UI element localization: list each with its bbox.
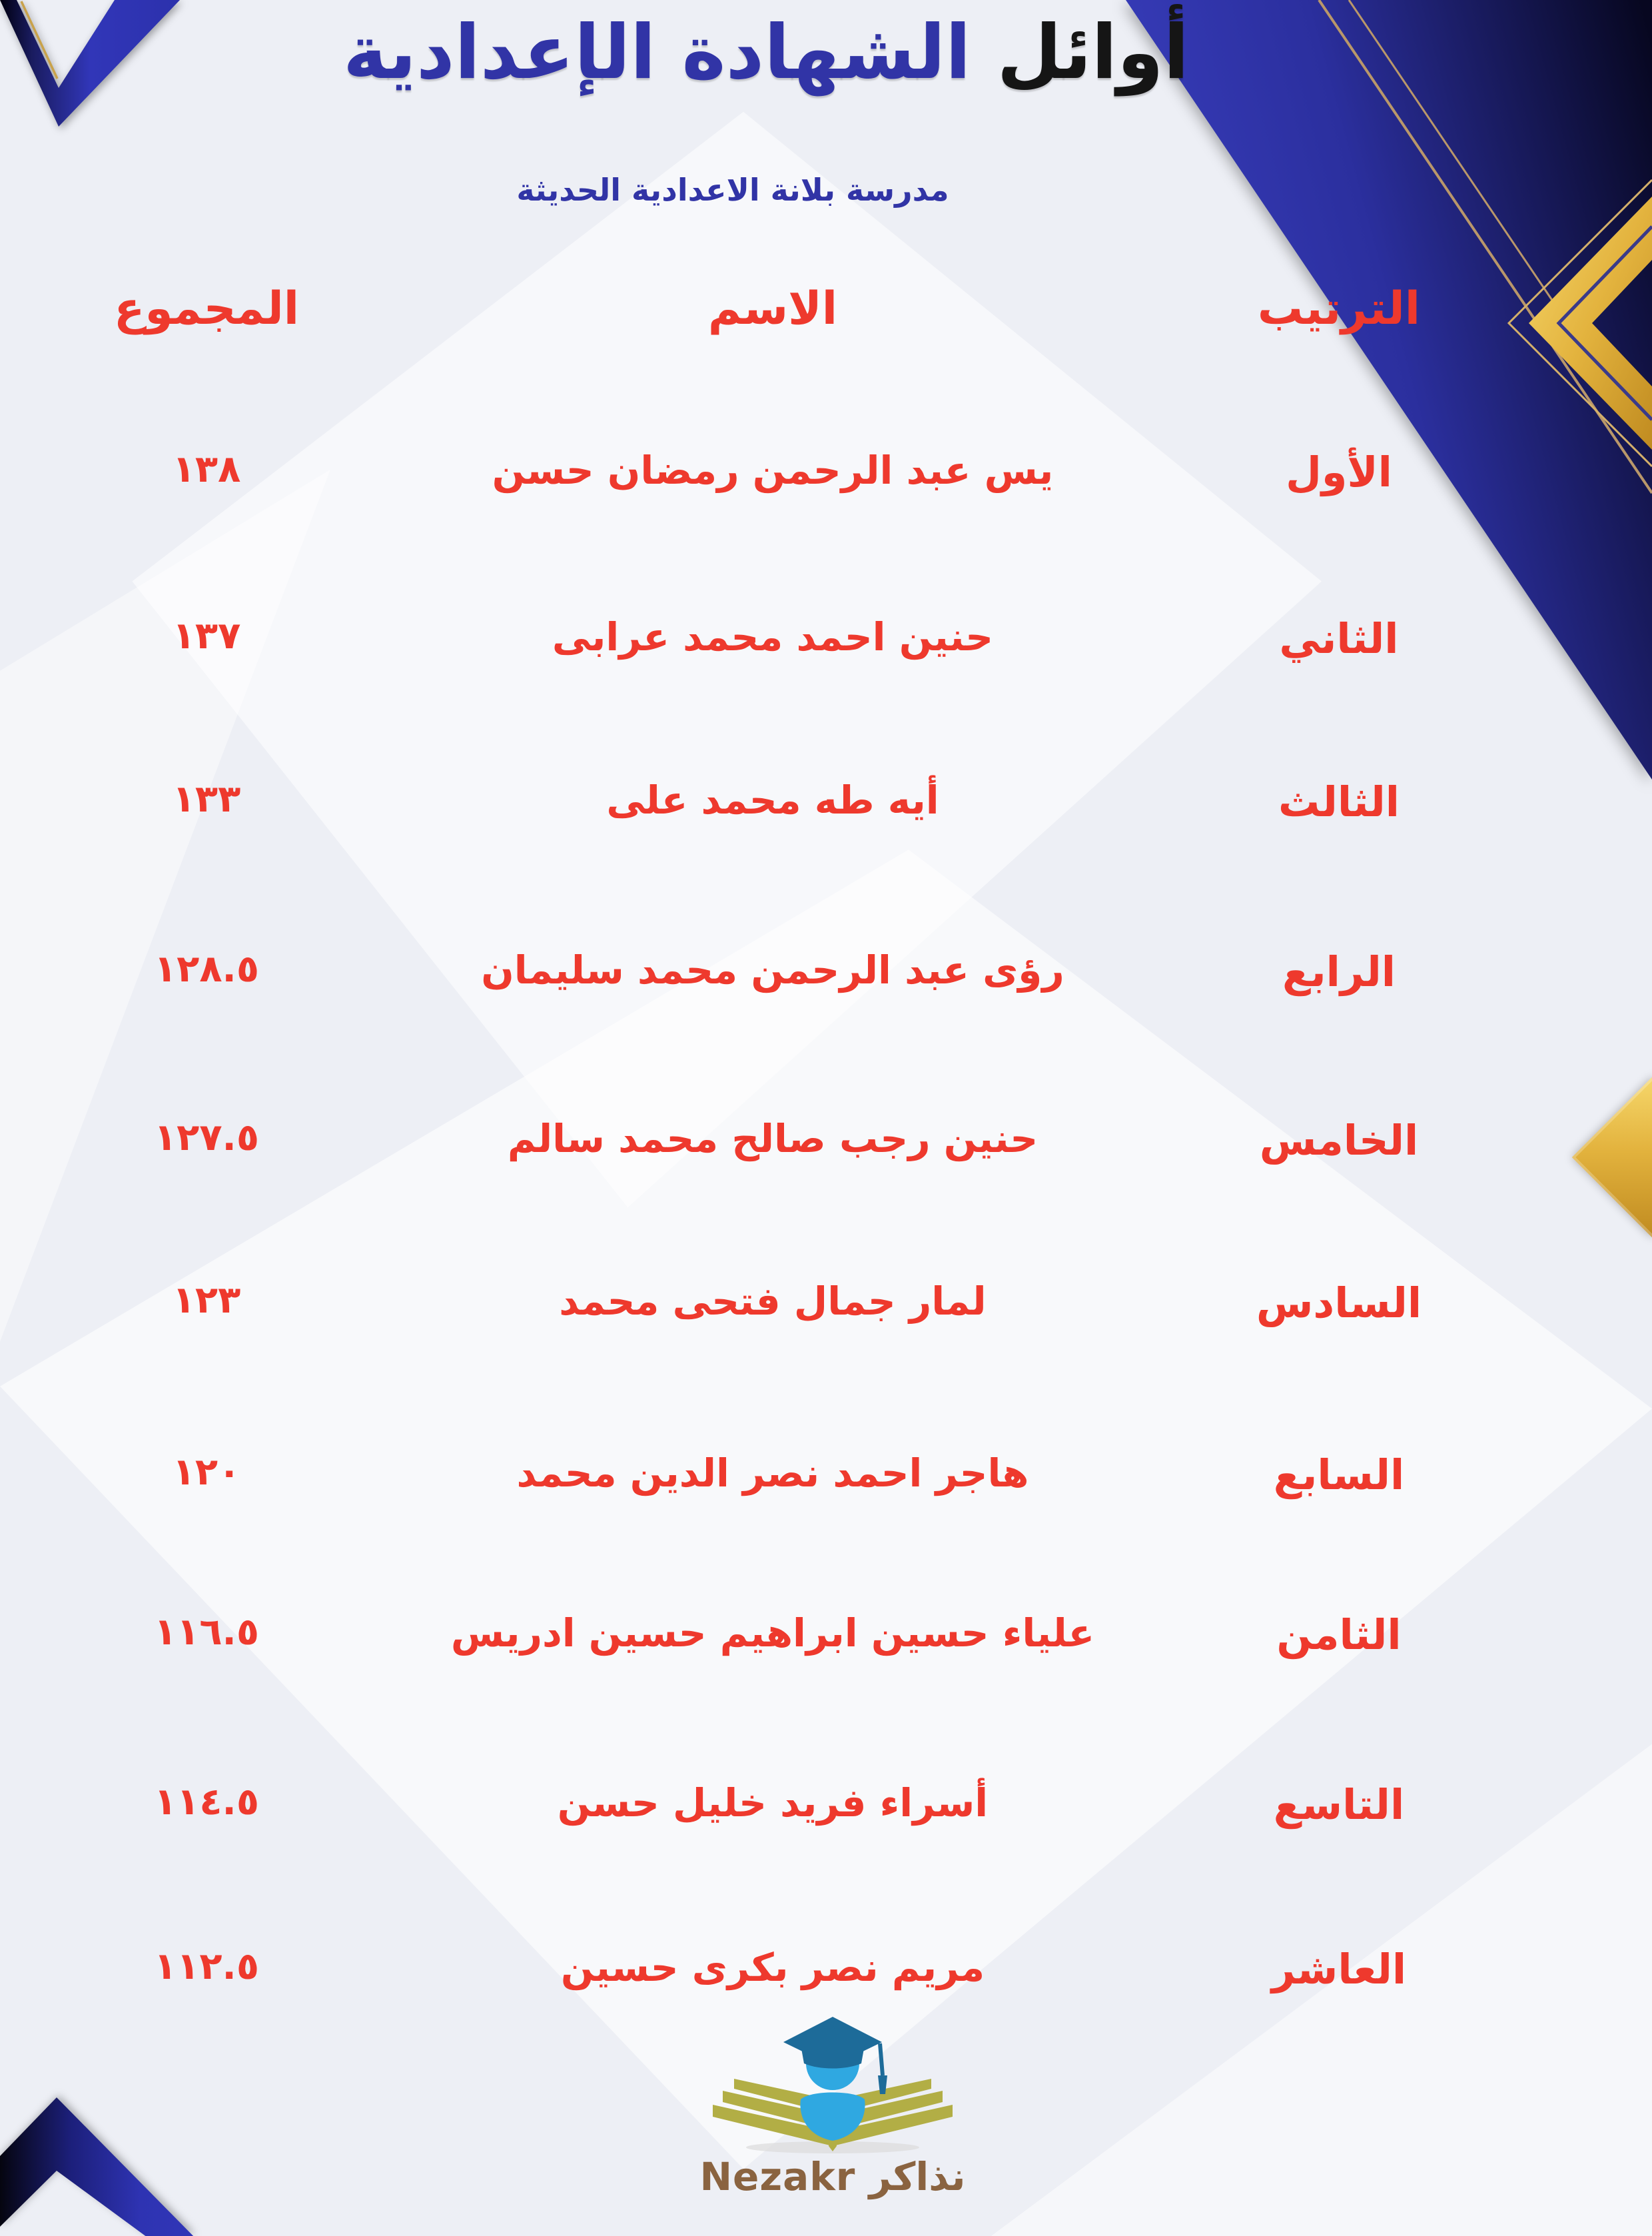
- name-cell: هاجر احمد نصر الدين محمد: [516, 1450, 1029, 1496]
- nezakr-logo: نذاكر Nezakr: [666, 1989, 999, 2199]
- rank-cell: الثالث: [1278, 778, 1400, 826]
- table-row: الثالث أيه طه محمد على ١٣٣: [0, 778, 1652, 844]
- header-rank: الترتيب: [1257, 282, 1421, 335]
- title-word-awael: أوائل: [997, 9, 1190, 96]
- gold-line-accent: [1318, 0, 1652, 494]
- rank-cell: التاسع: [1273, 1780, 1405, 1829]
- logo-graphic: [713, 2017, 953, 2153]
- name-cell: أيه طه محمد على: [606, 778, 939, 823]
- table-row: العاشر مريم نصر بكرى حسين ١١٢.٥: [0, 1945, 1652, 2011]
- total-cell: ١١٦.٥: [154, 1610, 259, 1654]
- name-cell: حنين رجب صالح محمد سالم: [507, 1116, 1038, 1161]
- total-cell: ١٢٧.٥: [154, 1116, 259, 1159]
- rank-cell: الثاني: [1279, 614, 1399, 663]
- page-title: أوائل الشهادة الإعدادية: [200, 9, 1332, 96]
- header-name: الاسم: [707, 282, 838, 335]
- rank-cell: السابع: [1273, 1450, 1405, 1499]
- total-cell: ١١٢.٥: [154, 1945, 259, 1988]
- table-row: الثامن علياء حسين ابراهيم حسين ادريس ١١٦…: [0, 1610, 1652, 1677]
- logo-wordmark: نذاكر Nezakr: [699, 2154, 966, 2199]
- rank-cell: السادس: [1256, 1279, 1422, 1327]
- rank-cell: الثامن: [1276, 1610, 1402, 1659]
- total-cell: ١٣٨: [172, 448, 241, 491]
- rank-cell: الرابع: [1282, 947, 1396, 996]
- graduate-student-icon: [783, 2017, 887, 2141]
- table-row: الرابع رؤى عبد الرحمن محمد سليمان ١٢٨.٥: [0, 947, 1652, 1014]
- rank-cell: العاشر: [1271, 1945, 1407, 1993]
- table-row: الأول يس عبد الرحمن رمضان حسن ١٣٨: [0, 448, 1652, 514]
- name-cell: يس عبد الرحمن رمضان حسن: [492, 448, 1054, 493]
- name-cell: لمار جمال فتحى محمد: [559, 1279, 987, 1324]
- total-cell: ١١٤.٥: [154, 1780, 259, 1824]
- total-cell: ١٢٠: [172, 1450, 241, 1494]
- total-cell: ١٣٣: [172, 778, 241, 821]
- table-header-row: الترتيب الاسم المجموع: [0, 282, 1652, 349]
- name-cell: مريم نصر بكرى حسين: [560, 1945, 985, 1990]
- total-cell: ١٢٨.٥: [154, 947, 259, 991]
- gold-line-accent: [1348, 0, 1652, 448]
- rank-cell: الخامس: [1259, 1116, 1419, 1165]
- gold-line-accent: [20, 1, 59, 79]
- bottom-left-chevron-decoration: [0, 2097, 194, 2236]
- name-cell: حنين احمد محمد عرابى: [552, 614, 994, 660]
- table-row: الثاني حنين احمد محمد عرابى ١٣٧: [0, 614, 1652, 681]
- name-cell: علياء حسين ابراهيم حسين ادريس: [450, 1610, 1095, 1656]
- table-row: السادس لمار جمال فتحى محمد ١٢٣: [0, 1279, 1652, 1345]
- total-cell: ١٣٧: [172, 614, 241, 658]
- school-name: مدرسة بلانة الاعدادية الحديثة: [516, 172, 949, 208]
- title-words-shahada: الشهادة الإعدادية: [343, 9, 973, 96]
- name-cell: أسراء فريد خليل حسن: [557, 1780, 989, 1826]
- cap-tassel: [878, 2043, 887, 2094]
- name-cell: رؤى عبد الرحمن محمد سليمان: [481, 947, 1064, 993]
- total-cell: ١٢٣: [172, 1279, 241, 1322]
- table-row: التاسع أسراء فريد خليل حسن ١١٤.٥: [0, 1780, 1652, 1847]
- top-left-chevron-decoration: [0, 0, 180, 127]
- table-row: الخامس حنين رجب صالح محمد سالم ١٢٧.٥: [0, 1116, 1652, 1183]
- table-row: السابع هاجر احمد نصر الدين محمد ١٢٠: [0, 1450, 1652, 1517]
- header-total: المجموع: [113, 282, 300, 335]
- rank-cell: الأول: [1286, 448, 1392, 496]
